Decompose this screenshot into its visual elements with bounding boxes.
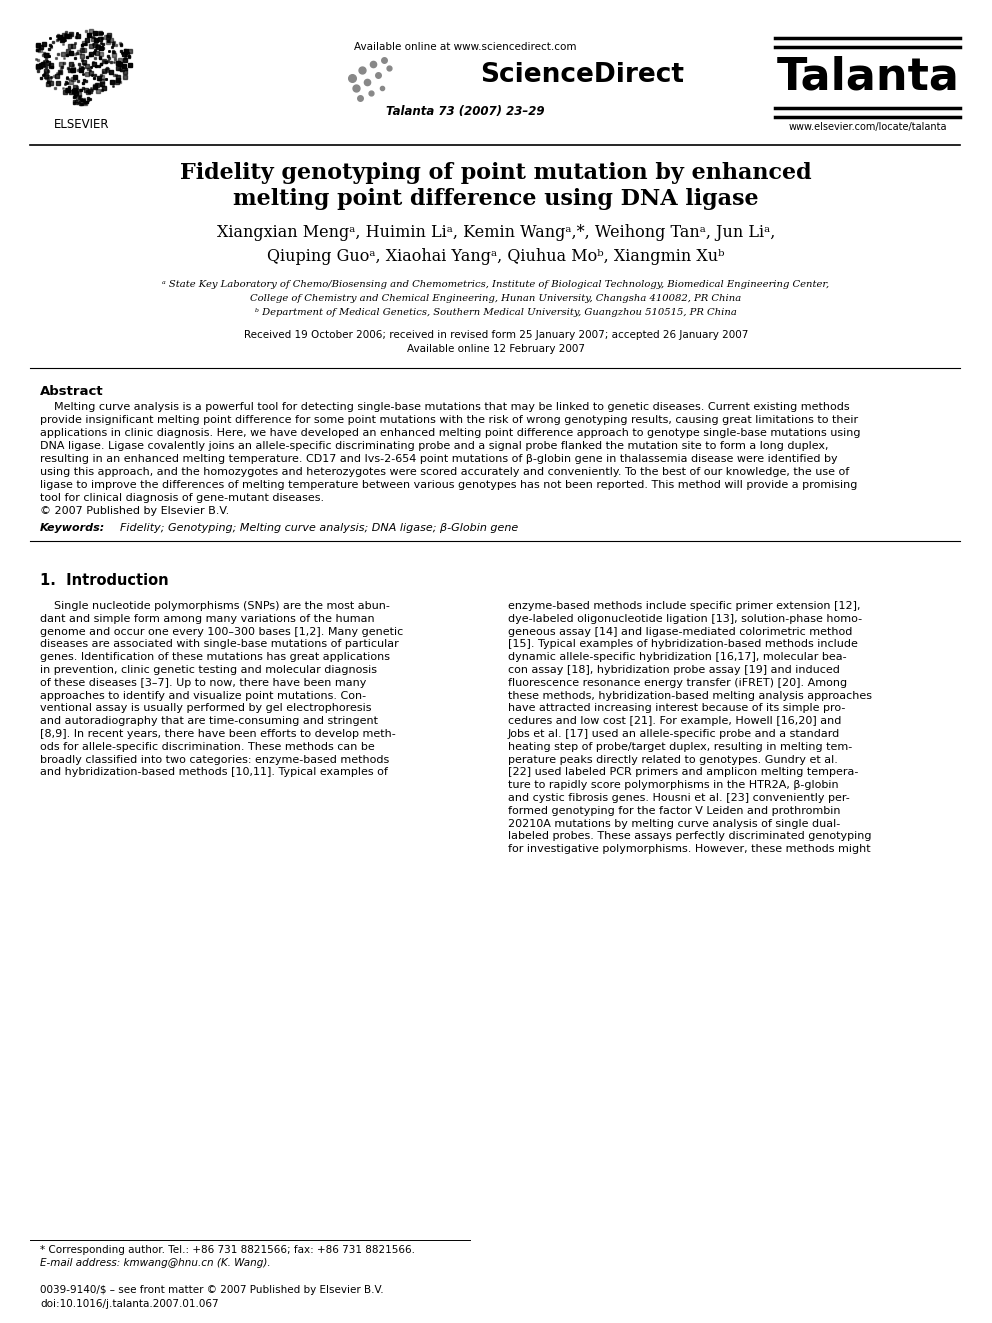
Text: College of Chemistry and Chemical Engineering, Hunan University, Changsha 410082: College of Chemistry and Chemical Engine…: [250, 294, 742, 303]
Text: ScienceDirect: ScienceDirect: [480, 62, 684, 89]
Text: www.elsevier.com/locate/talanta: www.elsevier.com/locate/talanta: [789, 122, 947, 132]
Text: enzyme-based methods include specific primer extension [12],: enzyme-based methods include specific pr…: [508, 601, 860, 611]
Text: ᵃ State Key Laboratory of Chemo/Biosensing and Chemometrics, Institute of Biolog: ᵃ State Key Laboratory of Chemo/Biosensi…: [163, 280, 829, 288]
Text: dynamic allele-specific hybridization [16,17], molecular bea-: dynamic allele-specific hybridization [1…: [508, 652, 846, 663]
Text: provide insignificant melting point difference for some point mutations with the: provide insignificant melting point diff…: [40, 415, 858, 425]
Text: of these diseases [3–7]. Up to now, there have been many: of these diseases [3–7]. Up to now, ther…: [40, 677, 366, 688]
Text: perature peaks directly related to genotypes. Gundry et al.: perature peaks directly related to genot…: [508, 754, 838, 765]
Text: and cystic fibrosis genes. Housni et al. [23] conveniently per-: and cystic fibrosis genes. Housni et al.…: [508, 792, 850, 803]
Text: resulting in an enhanced melting temperature. CD17 and Ivs-2-654 point mutations: resulting in an enhanced melting tempera…: [40, 454, 837, 464]
Text: con assay [18], hybridization probe assay [19] and induced: con assay [18], hybridization probe assa…: [508, 665, 840, 675]
Text: using this approach, and the homozygotes and heterozygotes were scored accuratel: using this approach, and the homozygotes…: [40, 467, 849, 478]
Text: ods for allele-specific discrimination. These methods can be: ods for allele-specific discrimination. …: [40, 742, 375, 751]
Text: Fidelity; Genotyping; Melting curve analysis; DNA ligase; β-Globin gene: Fidelity; Genotyping; Melting curve anal…: [113, 523, 518, 533]
Text: in prevention, clinic genetic testing and molecular diagnosis: in prevention, clinic genetic testing an…: [40, 665, 377, 675]
Text: ᵇ Department of Medical Genetics, Southern Medical University, Guangzhou 510515,: ᵇ Department of Medical Genetics, Southe…: [255, 308, 737, 318]
Text: melting point difference using DNA ligase: melting point difference using DNA ligas…: [233, 188, 759, 210]
Text: tool for clinical diagnosis of gene-mutant diseases.: tool for clinical diagnosis of gene-muta…: [40, 493, 324, 503]
Text: Qiuping Guoᵃ, Xiaohai Yangᵃ, Qiuhua Moᵇ, Xiangmin Xuᵇ: Qiuping Guoᵃ, Xiaohai Yangᵃ, Qiuhua Moᵇ,…: [267, 247, 725, 265]
Text: Single nucleotide polymorphisms (SNPs) are the most abun-: Single nucleotide polymorphisms (SNPs) a…: [40, 601, 390, 611]
Text: DNA ligase. Ligase covalently joins an allele-specific discriminating probe and : DNA ligase. Ligase covalently joins an a…: [40, 441, 828, 451]
Text: [22] used labeled PCR primers and amplicon melting tempera-: [22] used labeled PCR primers and amplic…: [508, 767, 858, 778]
Text: labeled probes. These assays perfectly discriminated genotyping: labeled probes. These assays perfectly d…: [508, 831, 872, 841]
Text: dye-labeled oligonucleotide ligation [13], solution-phase homo-: dye-labeled oligonucleotide ligation [13…: [508, 614, 862, 624]
Text: [8,9]. In recent years, there have been efforts to develop meth-: [8,9]. In recent years, there have been …: [40, 729, 396, 740]
Text: ventional assay is usually performed by gel electrophoresis: ventional assay is usually performed by …: [40, 704, 371, 713]
Text: Available online at www.sciencedirect.com: Available online at www.sciencedirect.co…: [354, 42, 576, 52]
Text: Jobs et al. [17] used an allele-specific probe and a standard: Jobs et al. [17] used an allele-specific…: [508, 729, 840, 740]
Text: and hybridization-based methods [10,11]. Typical examples of: and hybridization-based methods [10,11].…: [40, 767, 388, 778]
Text: dant and simple form among many variations of the human: dant and simple form among many variatio…: [40, 614, 375, 624]
Text: [15]. Typical examples of hybridization-based methods include: [15]. Typical examples of hybridization-…: [508, 639, 858, 650]
Text: ture to rapidly score polymorphisms in the HTR2A, β-globin: ture to rapidly score polymorphisms in t…: [508, 781, 838, 790]
Text: broadly classified into two categories: enzyme-based methods: broadly classified into two categories: …: [40, 754, 389, 765]
Text: Received 19 October 2006; received in revised form 25 January 2007; accepted 26 : Received 19 October 2006; received in re…: [244, 329, 748, 340]
Text: genome and occur one every 100–300 bases [1,2]. Many genetic: genome and occur one every 100–300 bases…: [40, 627, 404, 636]
Text: these methods, hybridization-based melting analysis approaches: these methods, hybridization-based melti…: [508, 691, 872, 701]
Text: for investigative polymorphisms. However, these methods might: for investigative polymorphisms. However…: [508, 844, 871, 855]
Text: ELSEVIER: ELSEVIER: [55, 118, 110, 131]
Text: geneous assay [14] and ligase-mediated colorimetric method: geneous assay [14] and ligase-mediated c…: [508, 627, 852, 636]
Text: Available online 12 February 2007: Available online 12 February 2007: [407, 344, 585, 355]
Text: ligase to improve the differences of melting temperature between various genotyp: ligase to improve the differences of mel…: [40, 480, 857, 490]
Text: Abstract: Abstract: [40, 385, 103, 398]
Text: Fidelity genotyping of point mutation by enhanced: Fidelity genotyping of point mutation by…: [181, 161, 811, 184]
Text: heating step of probe/target duplex, resulting in melting tem-: heating step of probe/target duplex, res…: [508, 742, 852, 751]
Text: Talanta: Talanta: [777, 56, 959, 98]
Text: Keywords:: Keywords:: [40, 523, 105, 533]
Text: E-mail address: kmwang@hnu.cn (K. Wang).: E-mail address: kmwang@hnu.cn (K. Wang).: [40, 1258, 271, 1267]
Text: approaches to identify and visualize point mutations. Con-: approaches to identify and visualize poi…: [40, 691, 366, 701]
Text: Xiangxian Mengᵃ, Huimin Liᵃ, Kemin Wangᵃ,*, Weihong Tanᵃ, Jun Liᵃ,: Xiangxian Mengᵃ, Huimin Liᵃ, Kemin Wangᵃ…: [217, 224, 775, 241]
Text: and autoradiography that are time-consuming and stringent: and autoradiography that are time-consum…: [40, 716, 378, 726]
Text: © 2007 Published by Elsevier B.V.: © 2007 Published by Elsevier B.V.: [40, 505, 229, 516]
Text: genes. Identification of these mutations has great applications: genes. Identification of these mutations…: [40, 652, 390, 663]
Text: 1.  Introduction: 1. Introduction: [40, 573, 169, 587]
Text: applications in clinic diagnosis. Here, we have developed an enhanced melting po: applications in clinic diagnosis. Here, …: [40, 429, 860, 438]
Text: formed genotyping for the factor V Leiden and prothrombin: formed genotyping for the factor V Leide…: [508, 806, 840, 816]
Text: doi:10.1016/j.talanta.2007.01.067: doi:10.1016/j.talanta.2007.01.067: [40, 1299, 218, 1308]
Text: Talanta 73 (2007) 23–29: Talanta 73 (2007) 23–29: [386, 105, 545, 118]
Text: * Corresponding author. Tel.: +86 731 8821566; fax: +86 731 8821566.: * Corresponding author. Tel.: +86 731 88…: [40, 1245, 415, 1256]
Text: cedures and low cost [21]. For example, Howell [16,20] and: cedures and low cost [21]. For example, …: [508, 716, 841, 726]
Text: fluorescence resonance energy transfer (iFRET) [20]. Among: fluorescence resonance energy transfer (…: [508, 677, 847, 688]
Text: Melting curve analysis is a powerful tool for detecting single-base mutations th: Melting curve analysis is a powerful too…: [40, 402, 849, 411]
Text: 20210A mutations by melting curve analysis of single dual-: 20210A mutations by melting curve analys…: [508, 819, 840, 828]
Text: diseases are associated with single-base mutations of particular: diseases are associated with single-base…: [40, 639, 399, 650]
Text: 0039-9140/$ – see front matter © 2007 Published by Elsevier B.V.: 0039-9140/$ – see front matter © 2007 Pu…: [40, 1285, 384, 1295]
Text: have attracted increasing interest because of its simple pro-: have attracted increasing interest becau…: [508, 704, 845, 713]
